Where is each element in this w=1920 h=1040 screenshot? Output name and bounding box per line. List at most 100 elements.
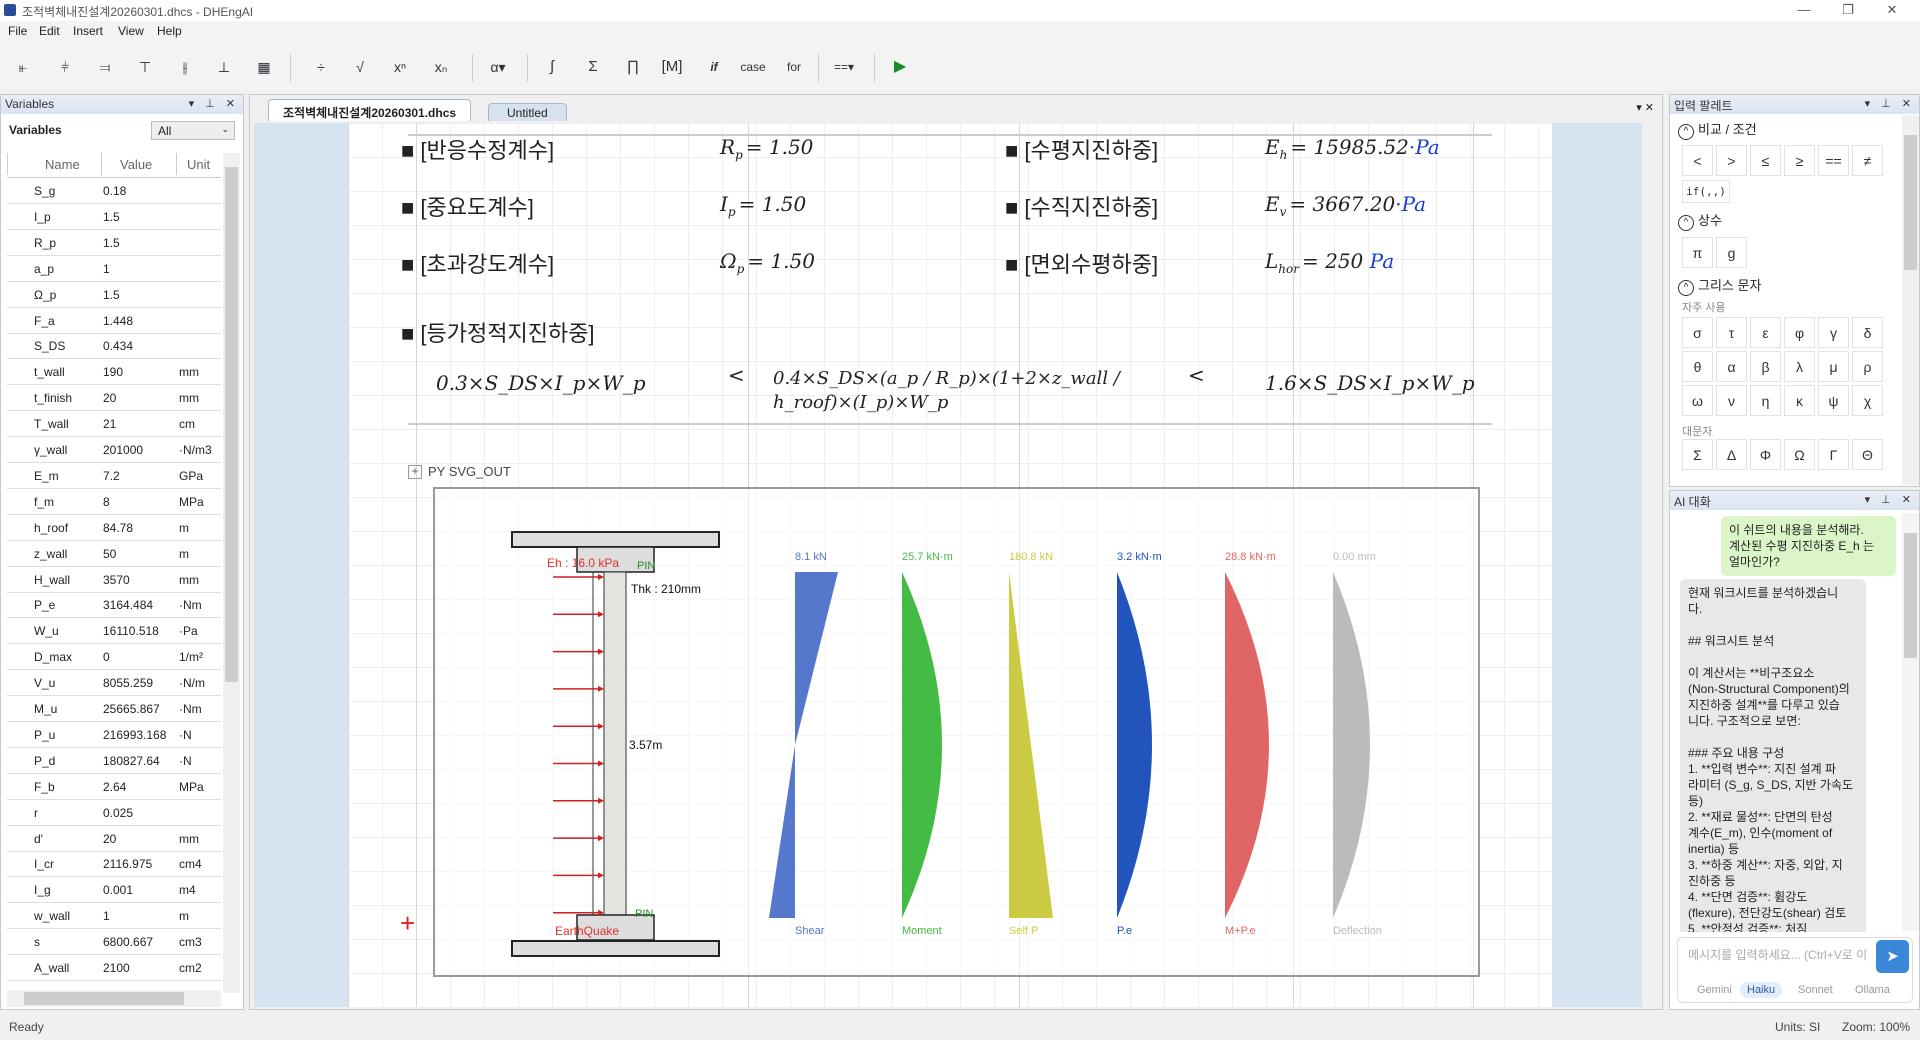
restore-button[interactable]: ❐: [1842, 2, 1854, 17]
menu-view[interactable]: View: [118, 24, 144, 38]
send-button[interactable]: ➤: [1876, 940, 1909, 973]
item-value[interactable]: Ip = 1.50: [720, 192, 806, 219]
variable-row[interactable]: d' 20 mm: [7, 826, 221, 852]
zoom-indicator[interactable]: Zoom: 100%: [1842, 1020, 1911, 1034]
variable-row[interactable]: t_wall 190 mm: [7, 359, 221, 386]
variable-row[interactable]: r 0.025: [7, 800, 221, 826]
variable-row[interactable]: S_DS 0.434: [7, 333, 221, 360]
chat-input[interactable]: 메시지를 입력하세요... (Ctrl+V로 이: [1688, 948, 1868, 962]
align-bottom-icon[interactable]: ⊥: [217, 59, 231, 75]
case-button[interactable]: case: [740, 60, 766, 74]
variable-row[interactable]: E_m 7.2 GPa: [7, 463, 221, 489]
variable-row[interactable]: z_wall 50 m: [7, 541, 221, 567]
palette-button-constant[interactable]: π: [1682, 237, 1713, 268]
chat-scrollbar[interactable]: [1902, 513, 1919, 931]
model-tab-haiku[interactable]: Haiku: [1740, 982, 1783, 998]
variable-row[interactable]: F_a 1.448: [7, 308, 221, 334]
align-center-icon[interactable]: ⫩: [60, 59, 70, 75]
product-button[interactable]: ∏: [626, 58, 640, 75]
palette-button-greek-upper[interactable]: Ω: [1784, 439, 1815, 470]
variable-row[interactable]: P_e 3164.484 ·Nm: [7, 592, 221, 619]
tab-worksheet[interactable]: 조적벽체내진설계20260301.dhcs: [268, 99, 472, 121]
model-tab-ollama[interactable]: Ollama: [1855, 984, 1890, 996]
palette-button-greek-upper[interactable]: Γ: [1818, 439, 1849, 470]
align-middle-icon[interactable]: ⫲: [182, 59, 188, 75]
column-name[interactable]: Name: [45, 157, 80, 172]
run-button[interactable]: ▶: [893, 58, 907, 75]
palette-button-greek-upper[interactable]: Φ: [1750, 439, 1781, 470]
palette-button-constant[interactable]: g: [1716, 237, 1747, 268]
variable-row[interactable]: w_wall 1 m: [7, 903, 221, 930]
variable-row[interactable]: P_u 216993.168 ·N: [7, 722, 221, 748]
align-top-icon[interactable]: ⊤: [138, 59, 152, 75]
palette-button-greek-upper[interactable]: Σ: [1682, 439, 1713, 470]
py-block-label[interactable]: PY SVG_OUT: [428, 464, 511, 479]
for-button[interactable]: for: [786, 60, 801, 74]
tab-untitled[interactable]: Untitled: [488, 103, 567, 121]
formula-upper-bound[interactable]: 1.6×S_DS×I_p×W_p: [1265, 371, 1475, 395]
palette-button-greek[interactable]: κ: [1784, 385, 1815, 416]
palette-button-greek[interactable]: α: [1716, 351, 1747, 382]
variable-row[interactable]: f_m 8 MPa: [7, 489, 221, 515]
variable-row[interactable]: H_wall 3570 mm: [7, 567, 221, 593]
variable-row[interactable]: S_g 0.18: [7, 178, 221, 204]
palette-button-greek[interactable]: χ: [1852, 385, 1883, 416]
integral-button[interactable]: ∫: [549, 58, 555, 75]
menu-edit[interactable]: Edit: [39, 24, 60, 38]
palette-button-greek[interactable]: σ: [1682, 317, 1713, 348]
variable-row[interactable]: Ω_p 1.5: [7, 282, 221, 308]
palette-scrollbar[interactable]: [1902, 115, 1919, 485]
palette-button-greek[interactable]: ν: [1716, 385, 1747, 416]
palette-button-greek-upper[interactable]: Δ: [1716, 439, 1747, 470]
palette-button-greek[interactable]: δ: [1852, 317, 1883, 348]
variable-row[interactable]: R_p 1.5: [7, 230, 221, 256]
item-value[interactable]: Eh = 15985.52·Pa: [1265, 135, 1440, 162]
palette-button-greek[interactable]: ω: [1682, 385, 1713, 416]
menu-help[interactable]: Help: [157, 24, 182, 38]
palette-button-comparison[interactable]: ≠: [1852, 145, 1883, 176]
variables-filter-select[interactable]: All ⌄: [151, 121, 235, 140]
matrix-button[interactable]: [M]: [661, 58, 683, 75]
expand-icon[interactable]: +: [408, 465, 422, 479]
section-comparison[interactable]: ^ 비교 / 조건: [1678, 119, 1757, 140]
palette-button-greek[interactable]: λ: [1784, 351, 1815, 382]
if-button[interactable]: if: [710, 60, 718, 74]
column-value[interactable]: Value: [120, 157, 153, 172]
palette-button-greek[interactable]: φ: [1784, 317, 1815, 348]
sum-button[interactable]: Σ: [588, 58, 598, 75]
column-unit[interactable]: Unit: [187, 157, 211, 172]
model-tab-gemini[interactable]: Gemini: [1697, 984, 1732, 996]
palette-button-comparison[interactable]: ≥: [1784, 145, 1815, 176]
palette-button-comparison[interactable]: <: [1682, 145, 1713, 176]
palette-button-greek[interactable]: η: [1750, 385, 1781, 416]
align-left-icon[interactable]: ⫦: [19, 59, 27, 75]
worksheet-page[interactable]: ■ [반응수정계수] Rp = 1.50 ■ [중요도계수] Ip = 1.50 ■ [초과…: [348, 123, 1552, 1007]
comparison-dropdown-button[interactable]: ==▾: [833, 60, 855, 74]
power-button[interactable]: xⁿ: [393, 59, 407, 75]
item-value[interactable]: Rp = 1.50: [720, 135, 813, 162]
item-value[interactable]: Lhor = 250 Pa: [1265, 249, 1394, 276]
panel-controls[interactable]: ▾ ⊥ ✕: [1864, 494, 1915, 506]
palette-button-greek[interactable]: ψ: [1818, 385, 1849, 416]
variables-horizontal-scrollbar[interactable]: [7, 990, 221, 1007]
greek-dropdown-button[interactable]: α▾: [490, 59, 506, 75]
menu-insert[interactable]: Insert: [73, 24, 104, 38]
variable-row[interactable]: M_u 25665.867 ·Nm: [7, 696, 221, 722]
variable-row[interactable]: h_roof 84.78 m: [7, 515, 221, 541]
document-tab-controls[interactable]: ▾ ✕: [1636, 102, 1654, 114]
formula-lower-bound[interactable]: 0.3×S_DS×I_p×W_p: [436, 371, 646, 395]
item-value[interactable]: Ev = 3667.20·Pa: [1265, 192, 1426, 219]
minimize-button[interactable]: —: [1797, 2, 1811, 17]
palette-button-greek[interactable]: γ: [1818, 317, 1849, 348]
variable-row[interactable]: D_max 0 1/m²: [7, 644, 221, 671]
palette-button-greek[interactable]: β: [1750, 351, 1781, 382]
divide-button[interactable]: ÷: [317, 59, 325, 75]
variable-row[interactable]: I_g 0.001 m4: [7, 877, 221, 904]
section-constants[interactable]: ^ 상수: [1678, 210, 1722, 231]
variable-row[interactable]: γ_wall 201000 ·N/m3: [7, 437, 221, 463]
palette-button-greek[interactable]: θ: [1682, 351, 1713, 382]
variable-row[interactable]: t_finish 20 mm: [7, 385, 221, 412]
panel-controls[interactable]: ▾ ⊥ ✕: [188, 98, 239, 110]
subscript-button[interactable]: xₙ: [434, 59, 448, 75]
variable-row[interactable]: T_wall 21 cm: [7, 411, 221, 438]
